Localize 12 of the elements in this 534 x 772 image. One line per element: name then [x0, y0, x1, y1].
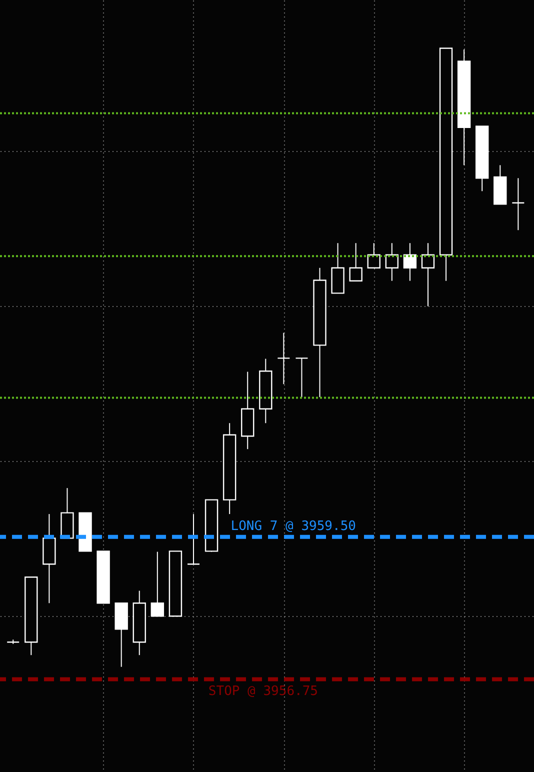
- candlestick: [367, 242, 380, 268]
- candlestick: [186, 514, 200, 565]
- candlestick: [421, 242, 435, 307]
- candlestick: [277, 332, 290, 385]
- candlestick: [403, 242, 417, 282]
- candlestick: [349, 242, 362, 282]
- candlestick: [295, 358, 308, 398]
- ref-line-label: STOP @ 3956.75: [208, 684, 318, 700]
- candlestick: [512, 178, 525, 231]
- ref-line-label: LONG 7 @ 3959.50: [230, 518, 356, 534]
- candlestick: [385, 242, 399, 282]
- candlestick: [150, 551, 164, 617]
